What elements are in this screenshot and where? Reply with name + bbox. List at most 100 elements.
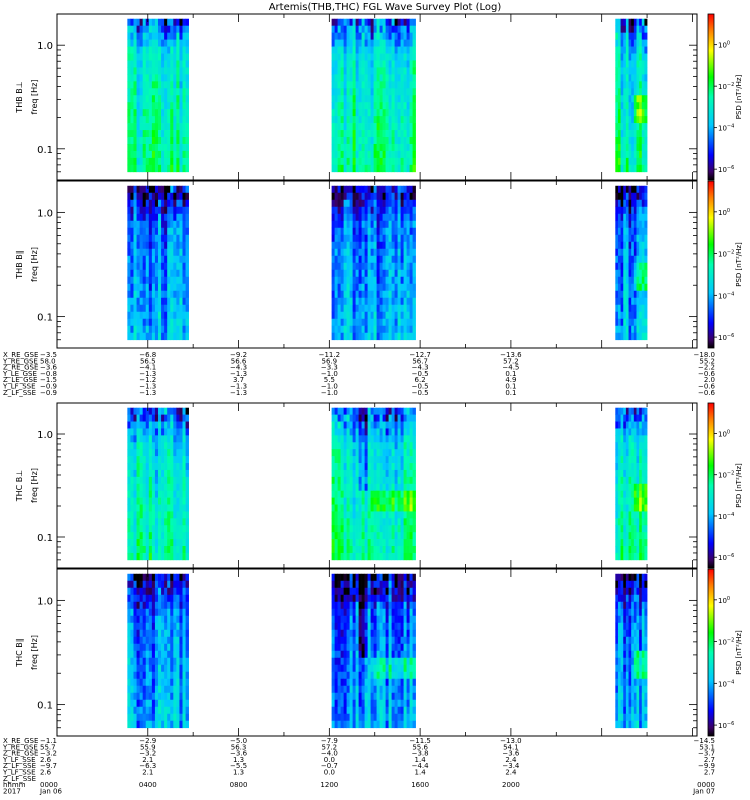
spectrogram-cell	[397, 283, 401, 292]
spectrogram-cell	[151, 407, 156, 415]
spectrogram-cell	[337, 234, 341, 243]
spectrogram-cell	[382, 580, 386, 589]
spectrogram-cell	[403, 67, 407, 75]
spectrogram-cell	[641, 234, 645, 243]
spectrogram-cell	[185, 685, 189, 694]
spectrogram-cell	[388, 241, 392, 250]
spectrogram-cell	[367, 234, 371, 243]
spectrogram-cell	[631, 463, 635, 471]
spectrogram-cell	[182, 442, 186, 450]
spectrogram-cell	[346, 539, 350, 547]
spectrogram-cell	[352, 435, 356, 443]
spectrogram-cell	[157, 414, 162, 422]
spectrogram-cell	[358, 130, 362, 138]
spectrogram-cell	[615, 297, 619, 306]
spectrogram-cell	[176, 276, 180, 285]
spectrogram-cell	[615, 109, 619, 117]
spectrogram-cell	[382, 123, 386, 131]
spectrogram-cell	[631, 552, 635, 561]
spectrogram-cell	[625, 456, 629, 464]
spectrogram-cell	[154, 573, 159, 582]
spectrogram-cell	[346, 220, 350, 229]
spectrogram-cell	[154, 518, 159, 526]
spectrogram-cell	[127, 192, 131, 201]
spectrogram-cell	[617, 150, 621, 159]
spectrogram-cell	[136, 629, 140, 638]
spectrogram-cell	[170, 511, 174, 519]
spectrogram-cell	[145, 463, 150, 471]
spectrogram-cell	[170, 463, 174, 471]
spectrogram-cell	[130, 81, 134, 89]
spectrogram-cell	[625, 164, 629, 173]
spectrogram-cell	[394, 241, 398, 250]
spectrogram-cell	[164, 276, 168, 285]
spectrogram-cell	[355, 297, 359, 306]
spectrogram-cell	[346, 332, 350, 341]
spectrogram-cell	[346, 650, 350, 659]
spectrogram-cell	[388, 456, 392, 464]
spectrogram-cell	[639, 88, 643, 96]
spectrogram-cell	[130, 421, 134, 429]
spectrogram-cell	[179, 192, 183, 201]
spectrogram-cell	[633, 518, 637, 526]
spectrogram-cell	[340, 32, 344, 40]
spectrogram-cell	[364, 476, 368, 485]
spectrogram-cell	[142, 109, 147, 117]
spectrogram-cell	[406, 608, 410, 617]
spectrogram-cell	[154, 248, 159, 257]
spectrogram-cell	[167, 678, 171, 687]
spectrogram-cell	[625, 123, 629, 131]
spectrogram-cell	[379, 150, 383, 159]
spectrogram-cell	[355, 109, 359, 117]
spectrogram-cell	[154, 692, 159, 701]
spectrogram-cell	[161, 713, 165, 722]
spectrogram-cell	[358, 421, 362, 429]
spectrogram-cell	[133, 518, 137, 526]
spectrogram-cell	[620, 290, 624, 299]
spectrogram-cell	[142, 276, 147, 285]
spectrogram-cell	[167, 32, 171, 40]
spectrogram-cell	[620, 109, 624, 117]
panel-frame	[56, 402, 698, 569]
spectrogram-cell	[355, 241, 359, 250]
spectrogram-cell	[127, 449, 131, 457]
spectrogram-cell	[176, 67, 180, 75]
spectrogram-cell	[391, 213, 395, 222]
spectrogram-cell	[130, 67, 134, 75]
spectrogram-cell	[148, 130, 153, 138]
spectrogram-cell	[639, 490, 643, 498]
spectrogram-cell	[620, 123, 624, 131]
spectrogram-cell	[167, 643, 171, 652]
spectrogram-cell	[376, 518, 380, 526]
spectrogram-cell	[340, 283, 344, 292]
spectrogram-cell	[340, 587, 344, 596]
spectrogram-cell	[148, 157, 153, 166]
spectrogram-cell	[641, 206, 645, 215]
spectrogram-cell	[142, 539, 147, 547]
spectrogram-cell	[337, 657, 341, 666]
spectrogram-cell	[615, 428, 619, 436]
spectrogram-cell	[127, 234, 131, 243]
spectrogram-cell	[352, 615, 356, 624]
spectrogram-cell	[176, 164, 180, 173]
spectrogram-cell	[343, 580, 347, 589]
spectrogram-cell	[139, 39, 144, 47]
spectrogram-cell	[400, 636, 404, 645]
spectrogram-cell	[370, 123, 374, 131]
spectrogram-cell	[349, 143, 353, 152]
spectrogram-cell	[373, 88, 377, 96]
spectrogram-cell	[167, 137, 171, 145]
spectrogram-cell	[170, 671, 174, 680]
spectrogram-cell	[139, 671, 144, 680]
spectrogram-cell	[346, 483, 350, 492]
spectrogram-cell	[167, 546, 171, 554]
spectrogram-cell	[139, 657, 144, 666]
spectrogram-cell	[379, 525, 383, 533]
spectrogram-cell	[164, 442, 168, 450]
spectrogram-cell	[388, 123, 392, 131]
spectrogram-cell	[412, 629, 416, 638]
spectrogram-cell	[185, 469, 189, 478]
spectrogram-cell	[358, 248, 362, 257]
spectrogram-cell	[179, 511, 183, 519]
spectrogram-cell	[631, 74, 635, 82]
